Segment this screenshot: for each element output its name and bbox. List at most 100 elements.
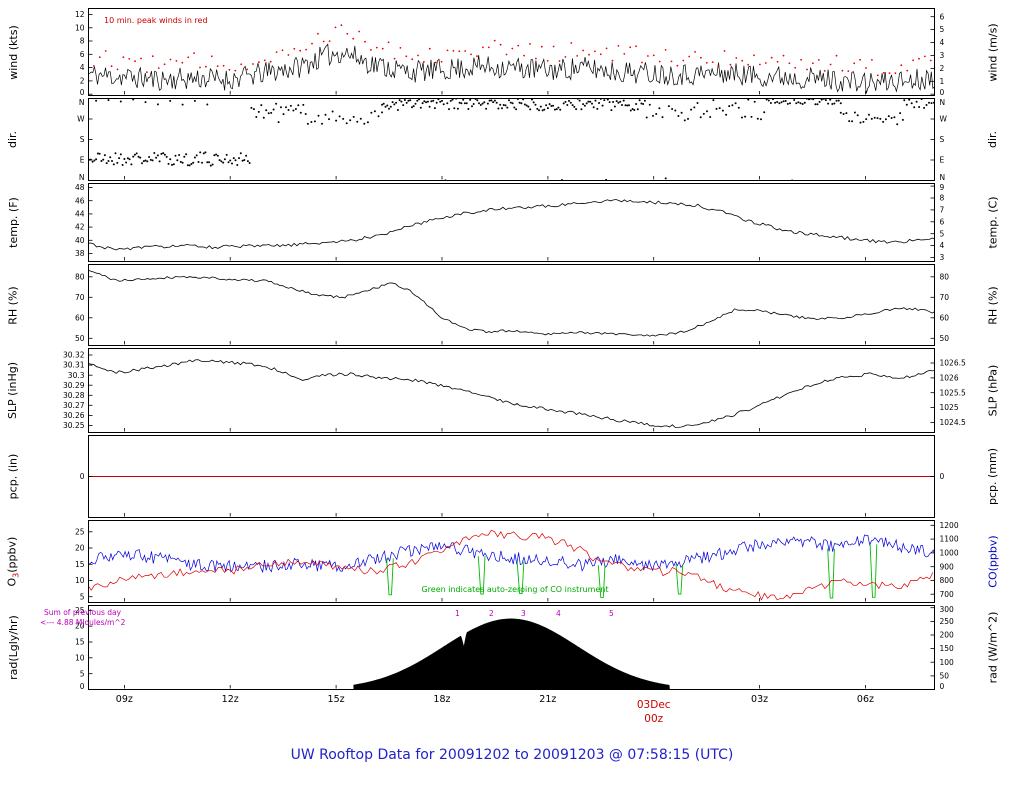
ytick-label-left: 5 bbox=[80, 669, 85, 678]
series-rh_pct bbox=[89, 269, 934, 337]
ytick-label-left: 30.32 bbox=[63, 351, 85, 360]
ytick-label-left: 0 bbox=[80, 472, 85, 481]
annotation: 1 bbox=[455, 609, 460, 618]
annotation: 3 bbox=[521, 609, 526, 618]
ytick-label-right: 70 bbox=[940, 293, 950, 302]
ytick-label-right: 3 bbox=[940, 51, 945, 60]
ytick-label-left: 8 bbox=[80, 37, 85, 46]
ytick-label-left: 46 bbox=[75, 196, 85, 205]
ytick-label-right: S bbox=[940, 135, 945, 144]
ytick-label-right: W bbox=[940, 115, 948, 124]
ytick-label-right: 250 bbox=[940, 617, 955, 626]
ytick-label-left: 70 bbox=[75, 293, 85, 302]
ytick-label-left: 25 bbox=[75, 606, 85, 615]
ytick-label-left: 30.25 bbox=[63, 421, 85, 430]
ytick-label-left: 30.27 bbox=[63, 401, 85, 410]
ytick-label-left: 42 bbox=[75, 223, 85, 232]
ytick-label-right: 6 bbox=[940, 217, 945, 226]
ytick-label-right: 9 bbox=[940, 183, 945, 192]
ytick-label-right: 300 bbox=[940, 605, 955, 614]
ytick-label-right: 1025.5 bbox=[940, 388, 966, 397]
ytick-label-left: 15 bbox=[75, 560, 85, 569]
ytick-label-right: 1200 bbox=[940, 521, 959, 530]
ytick-label-left: 6 bbox=[80, 50, 85, 59]
ytick-label-left: 20 bbox=[75, 622, 85, 631]
panel-border bbox=[88, 520, 935, 603]
annotation: 4 bbox=[556, 609, 561, 618]
ytick-label-left: 40 bbox=[75, 236, 85, 245]
ytick-label-right: 150 bbox=[940, 644, 955, 653]
x-tick-label-09z: 09z bbox=[115, 694, 133, 705]
ytick-label-right: 7 bbox=[940, 206, 945, 215]
panel-border bbox=[88, 348, 935, 433]
panel-border bbox=[88, 98, 935, 181]
panel-border bbox=[88, 264, 935, 346]
ytick-label-left: 2 bbox=[80, 77, 85, 86]
ytick-label-right: 6 bbox=[940, 12, 945, 21]
ytick-label-right: 800 bbox=[940, 576, 955, 585]
annotation: Green indicates auto-zeroing of CO instr… bbox=[421, 585, 608, 594]
annotation: 10 min. peak winds in red bbox=[104, 16, 208, 25]
x-tick-label-00z: 03Dec 00z bbox=[636, 699, 671, 725]
panel-rh: 50 60 70 80 50 60 70 80 bbox=[75, 264, 950, 346]
ytick-label-right: 700 bbox=[940, 590, 955, 599]
ytick-label-left: W bbox=[77, 115, 85, 124]
series-slp_inhg bbox=[89, 359, 934, 428]
panel-border bbox=[88, 435, 935, 518]
x-tick-label-03z: 03z bbox=[751, 694, 769, 705]
x-tick-label-18z: 18z bbox=[433, 694, 451, 705]
x-tick-label-21z: 21z bbox=[539, 694, 557, 705]
series-solar_rad bbox=[353, 618, 670, 689]
ytick-label-right: 900 bbox=[940, 562, 955, 571]
ytick-label-left: 80 bbox=[75, 272, 85, 281]
ytick-label-left: 0 bbox=[80, 682, 85, 690]
ytick-label-right: 1000 bbox=[940, 549, 959, 558]
ytick-label-left: N bbox=[79, 173, 85, 181]
annotation: Sum of previous day bbox=[44, 608, 122, 617]
ytick-label-right: N bbox=[940, 98, 946, 107]
ytick-label-right: 1026.5 bbox=[940, 359, 966, 368]
ytick-label-left: 50 bbox=[75, 334, 85, 343]
ytick-label-right: 60 bbox=[940, 313, 950, 322]
ytick-label-left: 12 bbox=[75, 10, 85, 19]
ytick-label-right: 0 bbox=[940, 472, 945, 481]
ytick-label-left: 10 bbox=[75, 653, 85, 662]
ytick-label-left: 5 bbox=[80, 592, 85, 601]
ytick-label-left: N bbox=[79, 98, 85, 107]
series-co bbox=[89, 534, 934, 574]
ytick-label-left: 15 bbox=[75, 638, 85, 647]
x-tick-label-06z: 06z bbox=[856, 694, 875, 705]
ytick-label-left: 30.3 bbox=[68, 371, 85, 380]
ytick-label-right: 8 bbox=[940, 194, 945, 203]
ytick-label-right: 4 bbox=[940, 38, 945, 47]
panel-border bbox=[88, 605, 935, 690]
ytick-label-left: 30.26 bbox=[63, 411, 85, 420]
ytick-label-left: 20 bbox=[75, 544, 85, 553]
annotation: <--- 4.88 MJoules/m^2 bbox=[40, 618, 126, 627]
ytick-label-left: 10 bbox=[75, 23, 85, 32]
ytick-label-left: 48 bbox=[75, 183, 85, 192]
ytick-label-right: 0 bbox=[940, 682, 945, 690]
ytick-label-right: 5 bbox=[940, 25, 945, 34]
ytick-label-right: N bbox=[940, 173, 946, 181]
ytick-label-right: 1026 bbox=[940, 374, 959, 383]
ytick-label-left: 30.29 bbox=[63, 381, 85, 390]
ytick-label-right: 80 bbox=[940, 272, 950, 281]
ytick-label-left: 25 bbox=[75, 527, 85, 536]
series-wind_avg bbox=[89, 43, 934, 94]
ytick-label-left: S bbox=[80, 135, 85, 144]
ytick-label-left: 44 bbox=[75, 210, 85, 219]
series-temp_f bbox=[89, 199, 934, 251]
panel-border bbox=[88, 8, 935, 96]
panel-temp: 38 40 42 44 46 48 3 4 5 6 7 8 9 bbox=[75, 183, 945, 262]
annotation: 2 bbox=[489, 609, 494, 618]
ytick-label-right: 50 bbox=[940, 672, 950, 681]
ytick-label-left: 60 bbox=[75, 313, 85, 322]
ytick-label-right: 1024.5 bbox=[940, 418, 966, 427]
panel-chem: 5 10 15 20 25 700 800 900 1000 1100 1200 Green indi… bbox=[75, 520, 959, 603]
x-tick-label-15z: 15z bbox=[327, 694, 345, 705]
